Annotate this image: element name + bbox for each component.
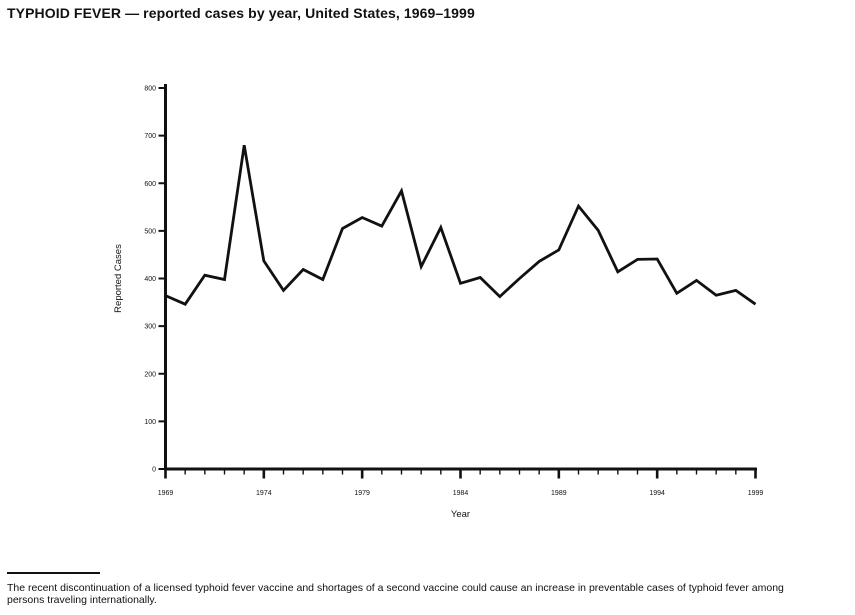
x-tick-label: 1974	[256, 490, 272, 497]
x-tick-label: 1969	[158, 490, 174, 497]
footnote-text-line-1: The recent discontinuation of a licensed…	[7, 582, 784, 594]
x-axis-ticks: 1969 1974 1979 1984 1989 1994 1999	[158, 470, 764, 497]
y-tick-label: 600	[144, 181, 156, 188]
y-tick-label: 500	[144, 228, 156, 235]
y-axis-ticks: 0 100 200 300 400 500 600 700 800	[144, 86, 165, 474]
y-tick-label: 100	[144, 419, 156, 426]
x-tick-label: 1989	[551, 490, 567, 497]
footnote-rule	[7, 572, 100, 574]
y-axis-title: Reported Cases	[113, 244, 124, 313]
x-axis-title: Year	[451, 509, 470, 520]
figure-title: TYPHOID FEVER — reported cases by year, …	[7, 5, 475, 21]
reported-cases-line	[164, 144, 757, 306]
x-tick-label: 1979	[354, 490, 370, 497]
typhoid-cases-line-chart: 0 100 200 300 400 500 600 700 800 1969 1974 1979 198…	[113, 84, 764, 520]
y-tick-label: 300	[144, 324, 156, 331]
footnote-text-line-2: persons traveling internationally.	[7, 594, 157, 606]
y-tick-label: 400	[144, 276, 156, 283]
y-tick-label: 0	[152, 467, 156, 474]
x-tick-label: 1984	[453, 490, 469, 497]
x-tick-label: 1999	[748, 490, 764, 497]
footnote: The recent discontinuation of a licensed…	[7, 572, 853, 606]
y-tick-label: 800	[144, 86, 156, 93]
y-tick-label: 700	[144, 133, 156, 140]
x-tick-label: 1994	[649, 490, 665, 497]
y-tick-label: 200	[144, 371, 156, 378]
